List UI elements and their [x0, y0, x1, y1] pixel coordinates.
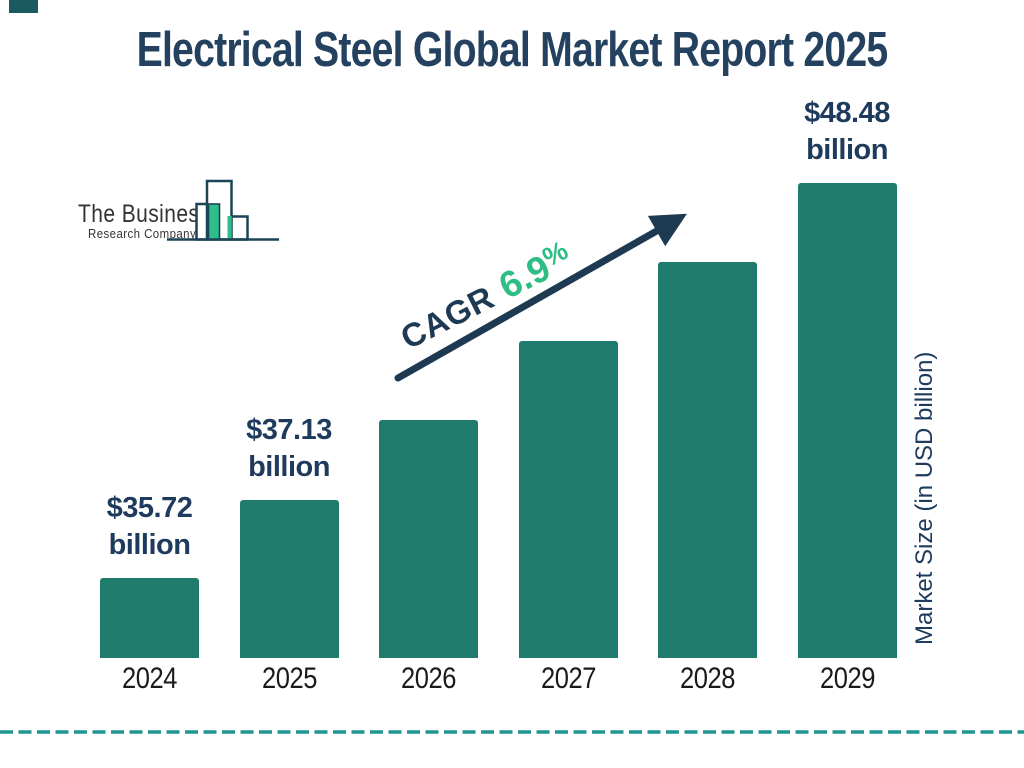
bar-2024: [100, 578, 199, 658]
bar-2025: [239, 500, 339, 658]
bar-chart-logo-icon: [167, 179, 279, 241]
y-axis-label: Market Size (in USD billion): [911, 351, 938, 645]
logo-text-primary: The Business: [78, 200, 211, 228]
x-tick-2026: 2026: [400, 662, 457, 695]
value-label-2029: $48.48 billion: [804, 97, 890, 166]
logo-text-secondary: Research Company: [88, 226, 197, 241]
x-tick-2029: 2029: [819, 662, 875, 695]
x-tick-2024: 2024: [121, 662, 178, 695]
bottom-dashed-divider: [0, 730, 1024, 734]
company-logo: The Business Research Company: [78, 176, 290, 248]
bar-2027: [518, 341, 618, 658]
bar-2028: [658, 262, 757, 658]
value-label-2024: $35.72 billion: [106, 492, 193, 561]
corner-mark: [9, 0, 38, 13]
x-tick-2028: 2028: [679, 662, 736, 695]
bar-2026: [379, 420, 478, 658]
x-tick-2025: 2025: [261, 662, 317, 695]
bar-2029: [797, 183, 897, 658]
value-label-2025: $37.13 billion: [246, 414, 332, 483]
growth-arrow-icon: [394, 213, 687, 382]
x-tick-2027: 2027: [540, 662, 596, 695]
page-title: Electrical Steel Global Market Report 20…: [136, 23, 889, 77]
